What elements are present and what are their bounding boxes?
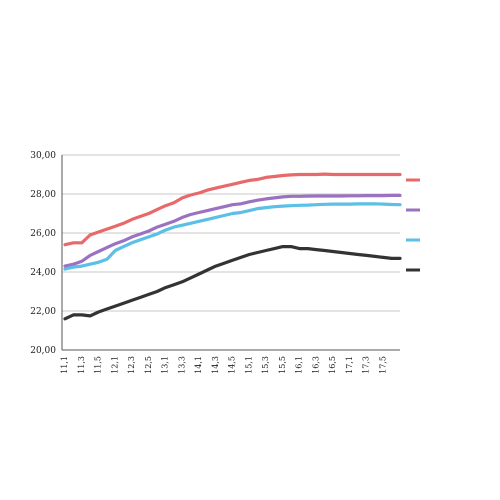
x-tick-label: 12,5	[144, 356, 153, 374]
x-tick-label: 17,5	[378, 356, 387, 374]
x-tick-label: 16,5	[328, 356, 337, 374]
y-tick-label: 20,00	[30, 346, 56, 356]
series-lines	[63, 172, 402, 321]
x-tick-label: 14,5	[228, 356, 237, 374]
x-tick-label: 11,3	[77, 356, 86, 374]
series-line-1	[63, 172, 402, 247]
x-tick-label: 15,5	[278, 356, 287, 374]
y-tick-label: 24,00	[30, 268, 56, 278]
series-line-2	[63, 193, 402, 268]
y-tick-label: 26,00	[30, 229, 56, 239]
x-tick-label: 14,3	[211, 356, 220, 374]
x-tick-label: 13,3	[177, 356, 186, 374]
x-tick-label: 16,3	[311, 356, 320, 374]
x-tick-label: 17,1	[345, 356, 354, 374]
y-tick-label: 30,00	[30, 151, 56, 161]
series-line-3	[63, 202, 402, 271]
x-tick-label: 14,1	[194, 356, 203, 374]
series-line-4	[63, 245, 402, 321]
x-tick-label: 15,1	[244, 356, 253, 374]
x-tick-label: 11,5	[94, 356, 103, 374]
x-tick-label: 17,3	[362, 356, 371, 374]
legend	[406, 178, 420, 272]
x-axis: 11,1 11,3 11,5 12,1 12,3 12,5 13,1 13,3 14,1 14,3…	[60, 349, 400, 374]
x-tick-label: 16,1	[295, 356, 304, 374]
y-tick-label: 22,00	[30, 307, 56, 317]
y-tick-label: 28,00	[30, 190, 56, 200]
y-axis: 20,00 22,00 24,00 26,00 28,00 30,00	[30, 151, 63, 356]
x-tick-label: 12,3	[127, 356, 136, 374]
x-tick-label: 12,1	[110, 356, 119, 374]
x-tick-label: 11,1	[60, 356, 69, 374]
x-tick-label: 15,3	[261, 356, 270, 374]
x-tick-label: 13,1	[161, 356, 170, 374]
